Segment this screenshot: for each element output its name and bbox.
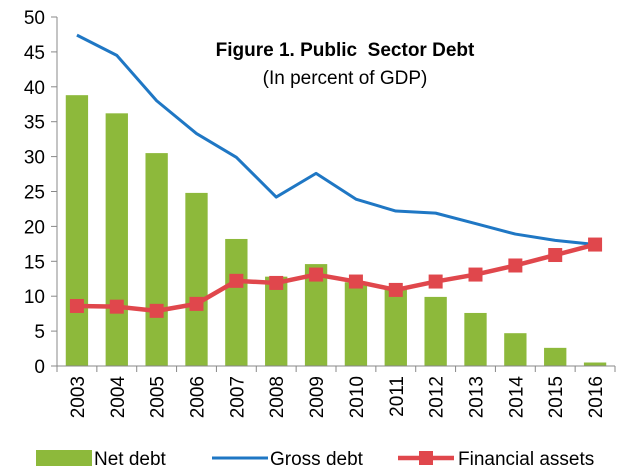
x-tick-label: 2009 [307, 376, 328, 418]
net-debt-bars [65, 95, 607, 367]
bar-net-debt-2006 [185, 192, 208, 366]
chart-subtitle: (In percent of GDP) [263, 68, 428, 89]
marker-financial-assets-2003 [69, 298, 84, 313]
y-tick-label: 50 [24, 8, 45, 29]
bar-net-debt-2008 [265, 276, 288, 366]
x-axis-ticks: 2003 2004 2005 2006 2007 2008 2009 2010 2011 2012… [56, 366, 616, 419]
marker-financial-assets-2011 [388, 282, 403, 297]
bar-net-debt-2014 [504, 333, 527, 366]
bar-net-debt-2013 [464, 312, 487, 366]
x-tick-label: 2016 [586, 376, 607, 418]
y-tick-label: 15 [24, 252, 45, 273]
marker-financial-assets-2005 [149, 303, 164, 318]
x-tick-label: 2013 [467, 376, 488, 418]
bar-net-debt-2009 [304, 264, 328, 366]
bar-net-debt-2007 [225, 238, 248, 366]
y-tick-label: 45 [24, 43, 45, 64]
y-axis-ticks: 0 5 10 15 20 25 30 35 40 45 50 [24, 8, 57, 378]
legend-net-debt-swatch [36, 450, 92, 466]
bar-net-debt-2015 [544, 347, 567, 366]
y-tick-label: 5 [34, 322, 45, 343]
x-tick-label: 2011 [387, 376, 408, 417]
y-tick-label: 40 [24, 78, 45, 99]
bar-net-debt-2004 [105, 113, 128, 366]
bar-net-debt-2012 [424, 296, 447, 366]
marker-financial-assets-2012 [428, 274, 443, 289]
y-tick-label: 35 [24, 113, 45, 134]
marker-financial-assets-2009 [309, 267, 324, 282]
x-tick-label: 2004 [108, 376, 129, 419]
marker-financial-assets-2008 [269, 275, 284, 290]
marker-financial-assets-2016 [588, 237, 603, 252]
x-tick-label: 2008 [267, 376, 288, 418]
line-gross-debt [76, 33, 596, 247]
x-tick-label: 2014 [506, 376, 527, 419]
bar-net-debt-2005 [145, 153, 168, 366]
y-tick-label: 20 [24, 217, 45, 238]
marker-financial-assets-2006 [189, 296, 204, 311]
bar-net-debt-2016 [583, 362, 607, 366]
bar-net-debt-2003 [65, 95, 89, 367]
y-tick-label: 30 [24, 148, 45, 169]
x-tick-label: 2015 [546, 376, 567, 418]
x-tick-label: 2010 [347, 376, 368, 418]
x-tick-label: 2012 [427, 376, 448, 418]
financial-assets-markers [69, 237, 603, 318]
legend: Net debt Gross debt Financial assets [36, 449, 594, 470]
y-tick-label: 0 [34, 357, 45, 378]
x-tick-label: 2003 [68, 376, 89, 418]
legend-net-debt-label: Net debt [94, 449, 167, 470]
bar-net-debt-2010 [344, 282, 368, 366]
chart-title: Figure 1. Public Sector Debt [216, 40, 475, 61]
legend-financial-assets-marker [419, 451, 433, 465]
y-tick-label: 25 [24, 183, 45, 204]
marker-financial-assets-2007 [229, 273, 244, 288]
legend-financial-assets-label: Financial assets [458, 449, 594, 470]
legend-gross-debt-label: Gross debt [270, 449, 364, 470]
marker-financial-assets-2004 [109, 299, 124, 314]
bar-net-debt-2011 [384, 287, 407, 366]
x-tick-label: 2007 [227, 376, 248, 418]
y-tick-label: 10 [24, 287, 45, 308]
x-tick-label: 2006 [188, 376, 209, 418]
marker-financial-assets-2015 [548, 248, 563, 263]
x-tick-label: 2005 [148, 376, 169, 418]
marker-financial-assets-2010 [348, 274, 363, 289]
marker-financial-assets-2013 [468, 267, 483, 282]
marker-financial-assets-2014 [508, 258, 523, 273]
